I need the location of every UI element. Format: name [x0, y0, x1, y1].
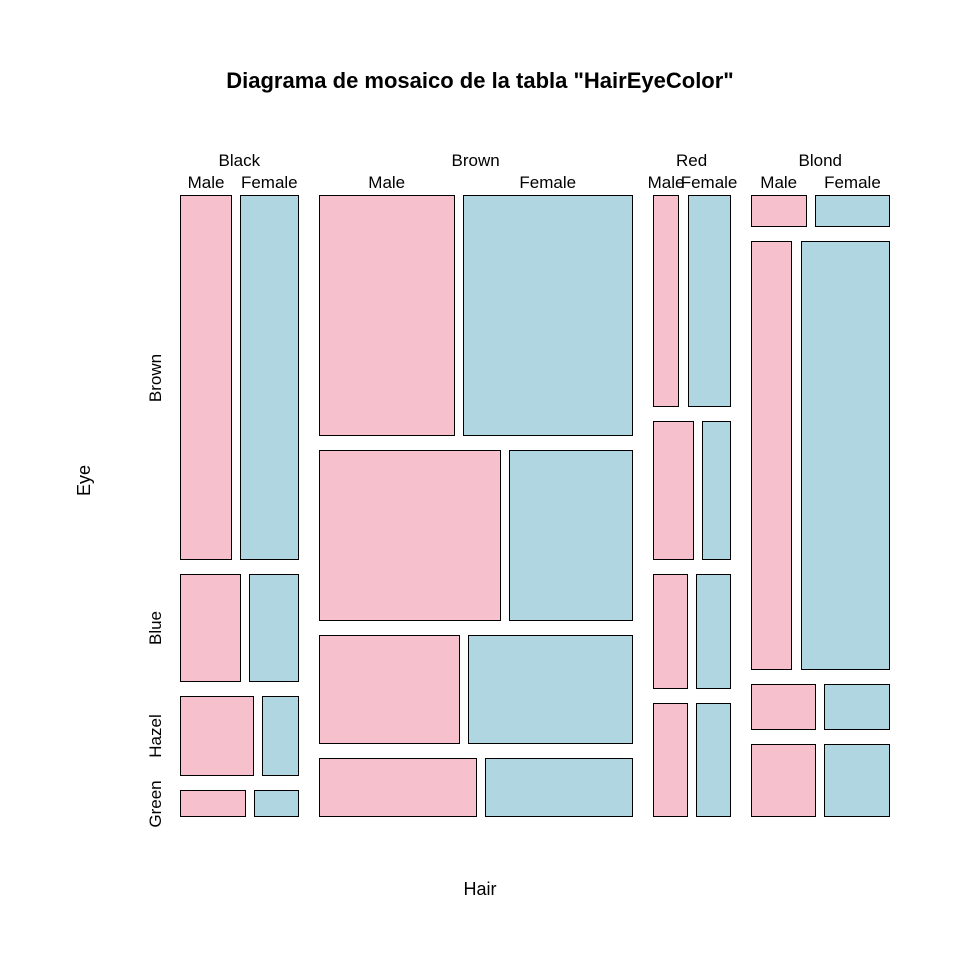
- chart-title: Diagrama de mosaico de la tabla "HairEye…: [0, 68, 960, 94]
- sex-label: Male: [648, 173, 685, 193]
- mosaic-tile: [180, 696, 254, 777]
- mosaic-tile: [319, 635, 461, 745]
- mosaic-tile: [653, 421, 694, 560]
- sex-label: Female: [824, 173, 881, 193]
- mosaic-tile: [262, 696, 299, 777]
- mosaic-tile: [653, 195, 680, 407]
- mosaic-tile: [180, 790, 246, 817]
- chart-title-text: Diagrama de mosaico de la tabla "HairEye…: [226, 68, 733, 93]
- eye-label: Blue: [146, 611, 166, 645]
- mosaic-tile: [180, 574, 241, 681]
- mosaic-tile: [485, 758, 633, 817]
- mosaic-tile: [702, 421, 731, 560]
- mosaic-tile: [463, 195, 633, 436]
- y-axis-label: Eye: [70, 0, 100, 960]
- mosaic-plot: BlackBrownRedBlondMaleFemaleMaleFemaleMa…: [180, 195, 890, 817]
- mosaic-tile: [319, 758, 477, 817]
- mosaic-tile: [254, 790, 298, 817]
- x-axis-label: Hair: [0, 879, 960, 900]
- mosaic-tile: [653, 574, 688, 688]
- mosaic-tile: [751, 195, 807, 227]
- mosaic-tile: [653, 703, 688, 817]
- eye-label: Hazel: [146, 714, 166, 757]
- sex-label: Male: [188, 173, 225, 193]
- hair-label: Blond: [799, 151, 842, 171]
- mosaic-tile: [824, 744, 890, 817]
- mosaic-tile: [468, 635, 632, 745]
- mosaic-tile: [249, 574, 299, 681]
- mosaic-tile: [180, 195, 232, 560]
- x-axis-label-text: Hair: [463, 879, 496, 899]
- mosaic-tile: [509, 450, 633, 620]
- sex-label: Female: [681, 173, 738, 193]
- y-axis-label-text: Eye: [75, 464, 96, 495]
- sex-label: Male: [760, 173, 797, 193]
- sex-label: Female: [241, 173, 298, 193]
- sex-label: Female: [519, 173, 576, 193]
- mosaic-tile: [696, 574, 731, 688]
- mosaic-tile: [824, 684, 890, 730]
- hair-label: Brown: [451, 151, 499, 171]
- eye-label: Green: [146, 780, 166, 827]
- mosaic-tile: [696, 703, 731, 817]
- mosaic-tile: [319, 450, 501, 620]
- mosaic-tile: [801, 241, 890, 670]
- eye-label: Brown: [146, 353, 166, 401]
- mosaic-tile: [751, 241, 793, 670]
- mosaic-tile: [319, 195, 455, 436]
- mosaic-tile: [688, 195, 731, 407]
- mosaic-tile: [751, 744, 817, 817]
- sex-label: Male: [368, 173, 405, 193]
- mosaic-tile: [751, 684, 817, 730]
- hair-label: Red: [676, 151, 707, 171]
- hair-label: Black: [218, 151, 260, 171]
- mosaic-tile: [240, 195, 299, 560]
- mosaic-tile: [815, 195, 890, 227]
